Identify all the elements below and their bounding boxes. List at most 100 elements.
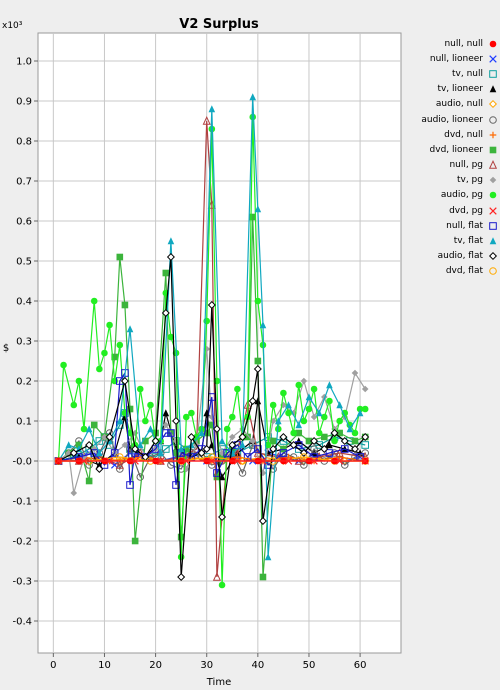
data-point bbox=[218, 437, 226, 445]
data-point bbox=[75, 441, 83, 449]
data-point bbox=[151, 436, 160, 446]
data-point bbox=[188, 409, 195, 417]
legend-marker bbox=[488, 252, 498, 261]
legend-marker-icon bbox=[489, 222, 497, 230]
data-point bbox=[197, 448, 206, 458]
data-point bbox=[356, 409, 364, 417]
legend-label: tv, null bbox=[452, 68, 483, 79]
data-point bbox=[279, 432, 288, 442]
legend-label: dvd, pg bbox=[449, 205, 483, 216]
y-tick-label: -0.3 bbox=[12, 577, 32, 588]
legend-marker bbox=[488, 100, 498, 109]
y-tick-label: -0.4 bbox=[12, 617, 32, 628]
data-point bbox=[264, 553, 272, 561]
data-point bbox=[361, 385, 369, 393]
y-tick-label: 0.2 bbox=[16, 377, 32, 388]
data-point bbox=[361, 457, 369, 465]
y-tick-label: 0.1 bbox=[16, 417, 32, 428]
data-point bbox=[330, 428, 339, 438]
data-point bbox=[116, 417, 124, 425]
data-point bbox=[326, 397, 333, 405]
data-point bbox=[269, 437, 277, 445]
data-point bbox=[75, 377, 83, 385]
legend-marker-icon bbox=[489, 267, 497, 276]
data-point bbox=[274, 417, 282, 425]
legend: null, null null, lioneer tv, null tv, lione… bbox=[400, 36, 498, 279]
x-tick-label: 20 bbox=[149, 660, 162, 671]
legend-item: dvd, flat bbox=[400, 264, 498, 279]
data-point bbox=[156, 457, 165, 465]
data-point bbox=[223, 449, 231, 457]
legend-item: dvd, lioneer bbox=[400, 142, 498, 157]
data-point bbox=[202, 116, 211, 125]
legend-marker bbox=[489, 222, 497, 230]
data-point bbox=[259, 573, 267, 581]
data-point bbox=[300, 417, 308, 425]
data-point bbox=[207, 300, 216, 310]
data-point bbox=[147, 425, 154, 433]
data-point bbox=[96, 365, 103, 373]
data-point bbox=[300, 377, 308, 385]
data-point bbox=[142, 437, 149, 445]
legend-label: audio, pg bbox=[440, 190, 483, 201]
data-point bbox=[105, 432, 114, 442]
data-point bbox=[85, 425, 93, 433]
data-point bbox=[336, 453, 343, 461]
data-point bbox=[110, 449, 119, 457]
data-point bbox=[136, 441, 144, 449]
data-point bbox=[326, 441, 333, 449]
data-point bbox=[336, 401, 343, 409]
y-tick-label: 0.7 bbox=[16, 177, 32, 188]
data-point bbox=[162, 421, 170, 429]
data-point bbox=[101, 349, 108, 357]
chart-title: V2 Surplus bbox=[179, 17, 259, 32]
data-point bbox=[126, 325, 134, 333]
data-point bbox=[253, 364, 262, 374]
y-tick-label: 0.6 bbox=[16, 217, 32, 228]
legend-item: null, pg bbox=[400, 158, 498, 173]
data-point bbox=[244, 433, 251, 441]
data-point bbox=[208, 421, 216, 429]
series-line-audio-lioneer bbox=[58, 431, 366, 479]
data-point bbox=[351, 429, 359, 437]
data-point bbox=[95, 464, 104, 474]
legend-marker-icon bbox=[489, 192, 497, 199]
legend-item: audio, lioneer bbox=[400, 112, 498, 127]
data-point bbox=[213, 473, 221, 481]
data-point bbox=[254, 205, 262, 213]
data-point bbox=[60, 361, 67, 369]
data-point bbox=[228, 440, 237, 450]
data-point bbox=[361, 441, 370, 449]
legend-label: dvd, flat bbox=[445, 266, 483, 277]
data-point bbox=[218, 581, 226, 589]
y-tick-label: 0.8 bbox=[16, 137, 32, 148]
data-point bbox=[356, 405, 364, 413]
y-tick-label: 0.4 bbox=[16, 297, 32, 308]
data-point bbox=[147, 401, 154, 409]
data-point bbox=[299, 448, 308, 458]
y-tick-label: -0.2 bbox=[12, 537, 32, 548]
data-point bbox=[295, 421, 303, 429]
data-point bbox=[136, 473, 145, 481]
data-point bbox=[54, 457, 63, 465]
data-point bbox=[65, 441, 72, 449]
data-point bbox=[126, 481, 134, 489]
data-point bbox=[80, 457, 88, 465]
legend-marker-icon bbox=[488, 160, 498, 169]
data-point bbox=[361, 405, 369, 413]
data-point bbox=[90, 421, 98, 429]
data-point bbox=[182, 445, 190, 453]
data-point bbox=[202, 444, 211, 454]
data-point bbox=[121, 441, 129, 449]
legend-marker bbox=[489, 40, 497, 47]
data-point bbox=[264, 441, 272, 449]
legend-marker-icon bbox=[488, 100, 498, 109]
legend-item: null, lioneer bbox=[400, 51, 498, 66]
legend-item: audio, pg bbox=[400, 188, 498, 203]
data-point bbox=[249, 437, 257, 445]
legend-marker bbox=[489, 55, 497, 63]
series-line-audio-flat bbox=[58, 256, 366, 578]
legend-marker bbox=[489, 85, 497, 93]
data-point bbox=[285, 401, 292, 409]
data-point bbox=[238, 469, 247, 477]
